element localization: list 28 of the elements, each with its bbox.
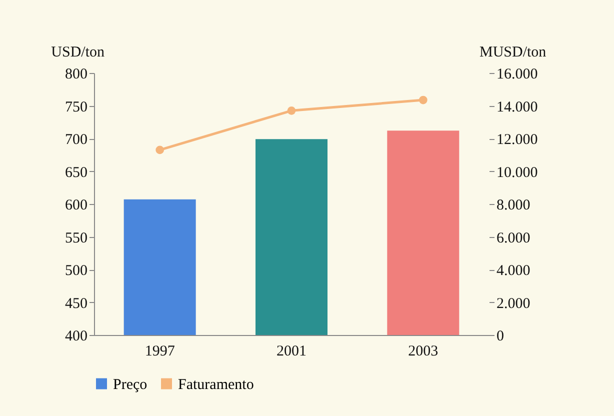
y-tick-label: 800 [65, 66, 88, 82]
y-tick-label: 400 [65, 328, 88, 344]
x-tick-label: 1997 [144, 344, 176, 360]
y-tick-label: 450 [65, 296, 88, 312]
y2-axis-title: MUSD/ton [480, 44, 547, 60]
y-axis-title: USD/ton [51, 44, 105, 60]
point [156, 146, 164, 154]
y-tick-label: 500 [65, 263, 88, 279]
legend-label: Preço [113, 376, 148, 393]
x-tick-label: 2003 [408, 344, 438, 360]
legend-label: Faturamento [178, 376, 254, 393]
x-tick-label: 2001 [276, 344, 306, 360]
y-tick-label: 600 [65, 198, 88, 214]
y2-tick-label: 16.000 [496, 66, 538, 82]
y-tick-label: 650 [65, 164, 88, 181]
point [418, 96, 428, 104]
y-tick-label: 550 [65, 230, 88, 246]
y-tick-label: 750 [65, 99, 88, 116]
y2-tick-label: 10.000 [496, 164, 538, 181]
point [287, 106, 296, 115]
y2-tick-label: 2.000 [496, 296, 530, 312]
y2-tick-label: 14.000 [496, 99, 538, 116]
y2-tick-label: 0 [496, 328, 504, 344]
y-tick-label: 700 [65, 132, 88, 148]
y2-tick-label: 6.000 [496, 230, 530, 246]
y2-tick-label: 12.000 [496, 132, 538, 148]
y2-tick-label: 4.000 [496, 263, 530, 279]
y2-tick-label: 8.000 [496, 198, 530, 214]
